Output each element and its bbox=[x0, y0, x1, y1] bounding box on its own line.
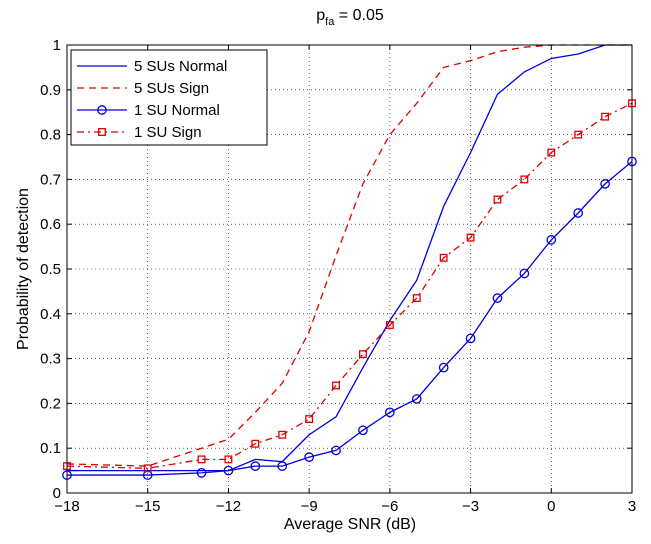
data-point bbox=[277, 461, 288, 471]
data-point bbox=[223, 465, 234, 476]
data-point bbox=[493, 195, 502, 204]
grid-lines bbox=[67, 45, 632, 493]
data-point bbox=[305, 415, 314, 424]
data-point bbox=[547, 148, 556, 157]
legend-label: 1 SU Normal bbox=[134, 102, 220, 119]
x-tick-label: −9 bbox=[301, 498, 318, 515]
data-point bbox=[331, 445, 341, 456]
chart-title-main: p bbox=[316, 7, 325, 24]
data-point bbox=[465, 333, 476, 344]
chart-title: pfa = 0.05 bbox=[316, 7, 384, 28]
data-point bbox=[143, 464, 152, 473]
data-point bbox=[196, 467, 207, 478]
data-point bbox=[385, 321, 394, 329]
data-point bbox=[250, 461, 261, 471]
y-tick-label: 1 bbox=[53, 37, 61, 54]
y-tick-label: 0.9 bbox=[40, 82, 61, 99]
data-point bbox=[224, 455, 233, 464]
y-axis-label: Probability of detection bbox=[15, 188, 32, 350]
data-point bbox=[574, 130, 583, 139]
series-1-su-normal bbox=[62, 156, 637, 480]
data-point bbox=[412, 294, 421, 303]
data-point bbox=[332, 381, 340, 390]
data-point bbox=[439, 253, 448, 262]
series-line-1-su-normal bbox=[67, 160, 633, 476]
data-point bbox=[519, 268, 530, 279]
data-point bbox=[438, 362, 449, 373]
axis-ticks: −18 −15 −12 −9 −6 −3 0 3 0 0.1 0.2 0.3 0.4 0.5 0.6 0.7 0… bbox=[40, 37, 636, 515]
data-point bbox=[197, 455, 206, 464]
chart-title-rest: = 0.05 bbox=[334, 7, 383, 24]
x-tick-label: −3 bbox=[462, 498, 479, 515]
data-point bbox=[142, 470, 153, 480]
y-tick-label: 0.1 bbox=[40, 440, 61, 457]
legend-label: 5 SUs Sign bbox=[134, 80, 209, 97]
y-tick-label: 0 bbox=[53, 485, 61, 502]
x-tick-label: 3 bbox=[628, 498, 636, 515]
legend: 5 SUs Normal 5 SUs Sign 1 SU Normal 1 SU Si… bbox=[70, 49, 268, 146]
legend-marker bbox=[98, 128, 106, 136]
data-point bbox=[304, 452, 314, 463]
x-tick-label: 0 bbox=[547, 498, 555, 515]
legend-entry-1-su-sign: 1 SU Sign bbox=[77, 124, 202, 141]
data-point bbox=[278, 430, 287, 439]
y-tick-label: 0.5 bbox=[40, 261, 61, 278]
y-tick-label: 0.6 bbox=[40, 216, 61, 233]
data-point bbox=[251, 439, 260, 448]
data-point bbox=[411, 394, 422, 404]
chart-title-subscript: fa bbox=[325, 16, 335, 28]
y-tick-label: 0.2 bbox=[40, 395, 61, 412]
legend-entry-5-sus-normal: 5 SUs Normal bbox=[77, 58, 227, 75]
legend-label: 1 SU Sign bbox=[134, 124, 202, 141]
y-tick-label: 0.7 bbox=[40, 171, 61, 188]
data-point bbox=[358, 425, 368, 436]
x-axis-label: Average SNR (dB) bbox=[284, 516, 416, 533]
data-point bbox=[546, 235, 557, 245]
data-point bbox=[600, 179, 610, 189]
data-point bbox=[520, 175, 529, 184]
y-tick-label: 0.4 bbox=[40, 306, 61, 323]
data-point bbox=[466, 233, 475, 242]
data-point bbox=[492, 293, 503, 303]
legend-entry-5-sus-sign: 5 SUs Sign bbox=[77, 80, 209, 97]
legend-marker bbox=[97, 105, 107, 115]
series-line-1-su-sign bbox=[66, 102, 633, 470]
legend-entry-1-su-normal: 1 SU Normal bbox=[77, 102, 220, 119]
data-point bbox=[573, 208, 584, 218]
y-tick-label: 0.8 bbox=[40, 127, 61, 144]
x-tick-label: −15 bbox=[135, 498, 160, 515]
x-tick-label: −6 bbox=[381, 498, 398, 515]
y-tick-label: 0.3 bbox=[40, 351, 61, 368]
data-point bbox=[359, 350, 367, 359]
x-tick-label: −18 bbox=[54, 498, 79, 515]
x-tick-label: −12 bbox=[216, 498, 241, 515]
data-point bbox=[385, 407, 395, 418]
series-1-su-sign bbox=[63, 99, 636, 473]
data-point bbox=[601, 112, 610, 121]
legend-label: 5 SUs Normal bbox=[134, 58, 227, 75]
